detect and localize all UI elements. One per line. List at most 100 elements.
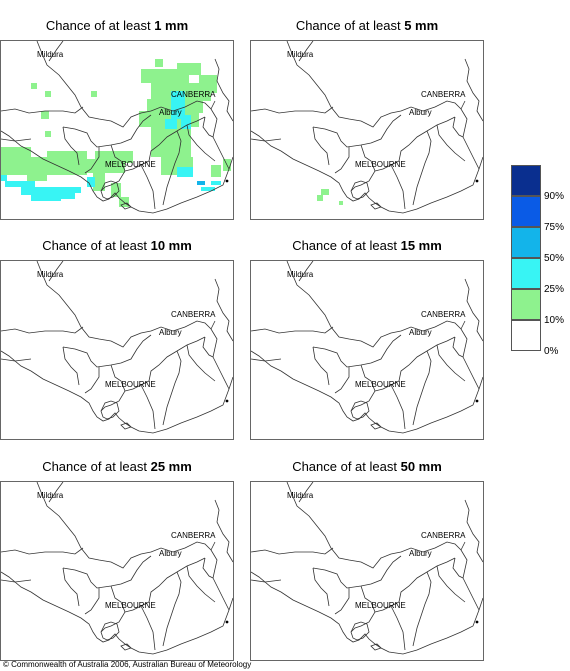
district-boundary — [1, 358, 32, 362]
victoria-map-canvas: Mildura CANBERRA Albury MELBOURNE — [251, 482, 483, 655]
phillip-island — [370, 422, 382, 430]
label-albury: Albury — [409, 108, 432, 117]
district-boundary — [251, 326, 334, 334]
label-albury: Albury — [159, 549, 182, 558]
district-boundary — [298, 482, 314, 503]
label-albury: Albury — [409, 328, 432, 337]
district-boundary — [62, 334, 152, 368]
probability-cell — [31, 195, 61, 201]
probability-cell — [95, 151, 113, 159]
probability-cell — [27, 157, 47, 181]
district-boundary — [1, 547, 84, 555]
probability-cell — [177, 167, 193, 177]
district-boundary — [290, 491, 480, 611]
district-boundary — [350, 144, 376, 192]
district-boundary — [412, 350, 432, 426]
district-boundary — [374, 557, 456, 613]
probability-cell — [317, 195, 323, 201]
district-boundary — [62, 567, 80, 607]
coastline — [1, 350, 233, 434]
district-boundary — [84, 147, 100, 174]
map-1mm: Mildura CANBERRA Albury MELBOURNE — [0, 40, 234, 220]
district-boundary — [251, 138, 282, 142]
district-boundary — [460, 320, 466, 330]
probability-cell — [21, 187, 75, 195]
district-boundary — [162, 130, 182, 206]
district-boundary — [36, 261, 42, 272]
district-boundary — [412, 571, 432, 647]
label-canberra: CANBERRA — [171, 90, 216, 99]
district-boundary — [452, 116, 464, 138]
district-boundary — [251, 106, 334, 114]
district-boundary — [312, 126, 330, 166]
probability-cell — [199, 75, 217, 93]
probability-cell — [41, 111, 49, 119]
panel-title: Chance of at least 25 mm — [42, 459, 192, 474]
map-5mm: Mildura CANBERRA Albury MELBOURNE — [250, 40, 484, 220]
legend-label-10: 10% — [544, 315, 565, 326]
probability-cell — [177, 63, 201, 75]
probability-cell — [197, 181, 205, 185]
probability-legend: 90% 75% 50% 25% 10% 0% — [511, 165, 570, 360]
district-boundary — [162, 571, 182, 647]
district-boundary — [464, 58, 483, 122]
probability-cell — [1, 175, 7, 181]
district-boundary — [350, 364, 376, 412]
district-boundary — [251, 579, 282, 583]
probability-cell — [5, 181, 35, 187]
port-phillip-bay — [350, 180, 370, 200]
district-boundary — [286, 41, 292, 52]
district-boundary — [412, 130, 432, 206]
district-boundary — [286, 482, 292, 493]
victoria-map-canvas: Mildura CANBERRA Albury MELBOURNE — [1, 482, 233, 655]
probability-cell — [211, 165, 221, 177]
district-boundary — [286, 261, 292, 272]
label-melbourne: MELBOURNE — [105, 601, 156, 610]
map-50mm: Mildura CANBERRA Albury MELBOURNE — [250, 481, 484, 661]
legend-swatch-50 — [511, 227, 541, 258]
district-boundary — [210, 320, 216, 330]
probability-cell — [171, 91, 185, 119]
district-boundary — [162, 350, 182, 426]
district-boundary — [350, 585, 376, 633]
label-albury: Albury — [159, 108, 182, 117]
east-gippsland-marker — [225, 620, 229, 624]
district-boundary — [290, 270, 480, 390]
district-boundary — [48, 482, 64, 503]
probability-cell — [47, 151, 87, 175]
district-boundary — [202, 557, 214, 579]
district-boundary — [40, 50, 230, 170]
district-boundary — [390, 605, 406, 651]
district-boundary — [1, 326, 84, 334]
label-canberra: CANBERRA — [421, 90, 466, 99]
east-gippsland-marker — [475, 399, 479, 403]
coastline — [1, 571, 233, 655]
panel-title: Chance of at least 5 mm — [295, 18, 439, 33]
victoria-map-canvas: Mildura CANBERRA Albury MELBOURNE — [1, 41, 233, 214]
probability-cell — [151, 127, 191, 157]
district-boundary — [374, 116, 456, 172]
probability-cell — [321, 189, 329, 195]
label-melbourne: MELBOURNE — [355, 160, 406, 169]
map-15mm: Mildura CANBERRA Albury MELBOURNE — [250, 260, 484, 440]
district-boundary — [298, 41, 314, 62]
probability-cell — [87, 177, 95, 187]
district-boundary — [298, 261, 314, 282]
district-boundary — [100, 585, 126, 633]
label-canberra: CANBERRA — [171, 531, 216, 540]
probability-cell — [181, 115, 191, 129]
district-boundary — [334, 367, 350, 394]
district-boundary — [202, 336, 214, 358]
map-10mm: Mildura CANBERRA Albury MELBOURNE — [0, 260, 234, 440]
district-boundary — [460, 541, 466, 551]
port-phillip-bay — [100, 621, 120, 641]
district-boundary — [186, 565, 216, 603]
label-melbourne: MELBOURNE — [105, 380, 156, 389]
port-phillip-bay — [100, 400, 120, 420]
label-canberra: CANBERRA — [171, 310, 216, 319]
district-boundary — [48, 261, 64, 282]
victoria-map-canvas: Mildura CANBERRA Albury MELBOURNE — [251, 41, 483, 214]
district-boundary — [124, 116, 206, 172]
district-boundary — [312, 334, 402, 368]
port-phillip-bay — [100, 180, 120, 200]
